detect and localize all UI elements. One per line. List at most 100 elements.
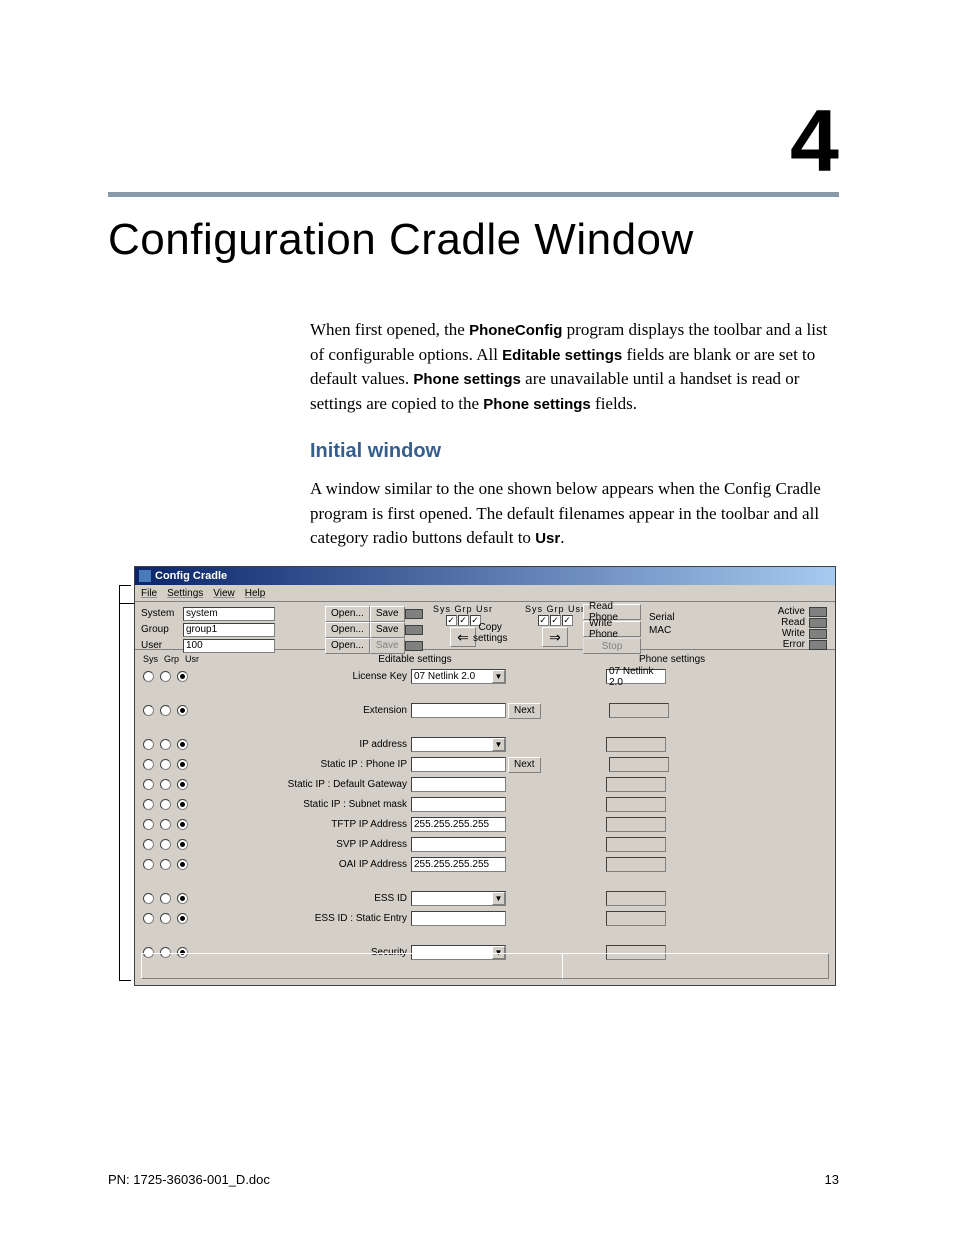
radio-sys[interactable] [143, 759, 154, 770]
save-system-button[interactable]: Save [370, 606, 405, 622]
next-button[interactable]: Next [508, 757, 541, 773]
radio-usr[interactable] [177, 759, 188, 770]
radio-sys[interactable] [143, 705, 154, 716]
dropdown-icon[interactable]: ▼ [492, 670, 505, 683]
phone-setting-field [606, 891, 666, 906]
radio-sys[interactable] [143, 859, 154, 870]
radio-usr[interactable] [177, 893, 188, 904]
radio-usr[interactable] [177, 819, 188, 830]
radio-usr[interactable] [177, 671, 188, 682]
phone-setting-field [606, 797, 666, 812]
radio-grp[interactable] [160, 779, 171, 790]
setting-field[interactable] [411, 703, 506, 718]
write-led [809, 629, 827, 639]
menu-settings[interactable]: Settings [167, 588, 203, 599]
setting-field[interactable]: ▼ [411, 737, 506, 752]
section-heading: Initial window [310, 440, 441, 463]
radio-sys[interactable] [143, 671, 154, 682]
radio-grp[interactable] [160, 839, 171, 850]
radio-usr[interactable] [177, 799, 188, 810]
status-bar-right [562, 953, 829, 979]
radio-sys[interactable] [143, 839, 154, 850]
intro-paragraph: When first opened, the PhoneConfig progr… [310, 318, 839, 417]
toolbar: System system Open... Save Group group1 … [135, 602, 835, 650]
radio-usr[interactable] [177, 859, 188, 870]
copy-left-head: Sys Grp Usr [433, 604, 493, 614]
error-led [809, 640, 827, 650]
radio-grp[interactable] [160, 913, 171, 924]
open-system-button[interactable]: Open... [325, 606, 370, 622]
app-icon [139, 570, 151, 582]
radio-grp[interactable] [160, 759, 171, 770]
group-led [405, 625, 423, 635]
copy-right-grp-checkbox[interactable]: ✓ [550, 615, 561, 626]
setting-field[interactable] [411, 797, 506, 812]
bracket-top [119, 585, 131, 586]
copy-left-sys-checkbox[interactable]: ✓ [446, 615, 457, 626]
setting-label: Static IP : Phone IP [201, 759, 411, 770]
menu-view[interactable]: View [213, 588, 235, 599]
setting-field[interactable]: 255.255.255.255 [411, 857, 506, 872]
setting-row: Static IP : Phone IP Next [141, 756, 829, 773]
setting-label: ESS ID : Static Entry [201, 913, 411, 924]
group-field[interactable]: group1 [183, 623, 275, 637]
menu-help[interactable]: Help [245, 588, 266, 599]
serial-label: Serial [649, 612, 675, 625]
copy-right-usr-checkbox[interactable]: ✓ [562, 615, 573, 626]
mac-label: MAC [649, 625, 675, 638]
copy-right-arrow-button[interactable]: ⇒ [542, 627, 568, 647]
setting-label: TFTP IP Address [201, 819, 411, 830]
radio-usr[interactable] [177, 739, 188, 750]
dropdown-icon[interactable]: ▼ [492, 892, 505, 905]
setting-field[interactable] [411, 837, 506, 852]
phone-setting-field [606, 737, 666, 752]
radio-grp[interactable] [160, 739, 171, 750]
status-leds: Active Read Write Error [778, 606, 827, 650]
editable-settings-head: Editable settings [201, 654, 629, 665]
system-field[interactable]: system [183, 607, 275, 621]
setting-row: TFTP IP Address255.255.255.255 [141, 816, 829, 833]
dropdown-icon[interactable]: ▼ [492, 738, 505, 751]
group-label: Group [141, 624, 183, 635]
footer-page-number: 13 [825, 1172, 839, 1187]
setting-label: SVP IP Address [201, 839, 411, 850]
radio-sys[interactable] [143, 819, 154, 830]
radio-sys[interactable] [143, 893, 154, 904]
radio-grp[interactable] [160, 859, 171, 870]
next-button[interactable]: Next [508, 703, 541, 719]
copy-left-grp-checkbox[interactable]: ✓ [458, 615, 469, 626]
radio-sys[interactable] [143, 799, 154, 810]
radio-grp[interactable] [160, 799, 171, 810]
radio-sys[interactable] [143, 913, 154, 924]
setting-label: IP address [201, 739, 411, 750]
setting-field[interactable] [411, 911, 506, 926]
radio-usr[interactable] [177, 839, 188, 850]
col-grp: Grp [164, 654, 179, 665]
copy-block: Sys Grp Usr ✓ ✓ ✓ ⇐ Sys Grp Usr ✓ ✓ ✓ ⇒ [433, 604, 585, 647]
setting-field[interactable]: 255.255.255.255 [411, 817, 506, 832]
radio-grp[interactable] [160, 705, 171, 716]
radio-usr[interactable] [177, 913, 188, 924]
write-phone-button[interactable]: Write Phone [583, 621, 641, 637]
section-paragraph: A window similar to the one shown below … [310, 477, 839, 551]
read-label: Read [781, 617, 805, 628]
radio-grp[interactable] [160, 893, 171, 904]
setting-field[interactable]: 07 Netlink 2.0▼ [411, 669, 506, 684]
radio-sys[interactable] [143, 739, 154, 750]
error-label: Error [783, 639, 805, 650]
setting-field[interactable] [411, 777, 506, 792]
phone-buttons: Read Phone Write Phone Stop [583, 604, 641, 654]
save-group-button[interactable]: Save [370, 622, 405, 638]
radio-usr[interactable] [177, 779, 188, 790]
radio-grp[interactable] [160, 819, 171, 830]
radio-sys[interactable] [143, 779, 154, 790]
read-led [809, 618, 827, 628]
copy-right-sys-checkbox[interactable]: ✓ [538, 615, 549, 626]
open-group-button[interactable]: Open... [325, 622, 370, 638]
setting-field[interactable] [411, 757, 506, 772]
setting-row: ESS ID▼ [141, 890, 829, 907]
radio-usr[interactable] [177, 705, 188, 716]
menu-file[interactable]: File [141, 588, 157, 599]
radio-grp[interactable] [160, 671, 171, 682]
setting-field[interactable]: ▼ [411, 891, 506, 906]
